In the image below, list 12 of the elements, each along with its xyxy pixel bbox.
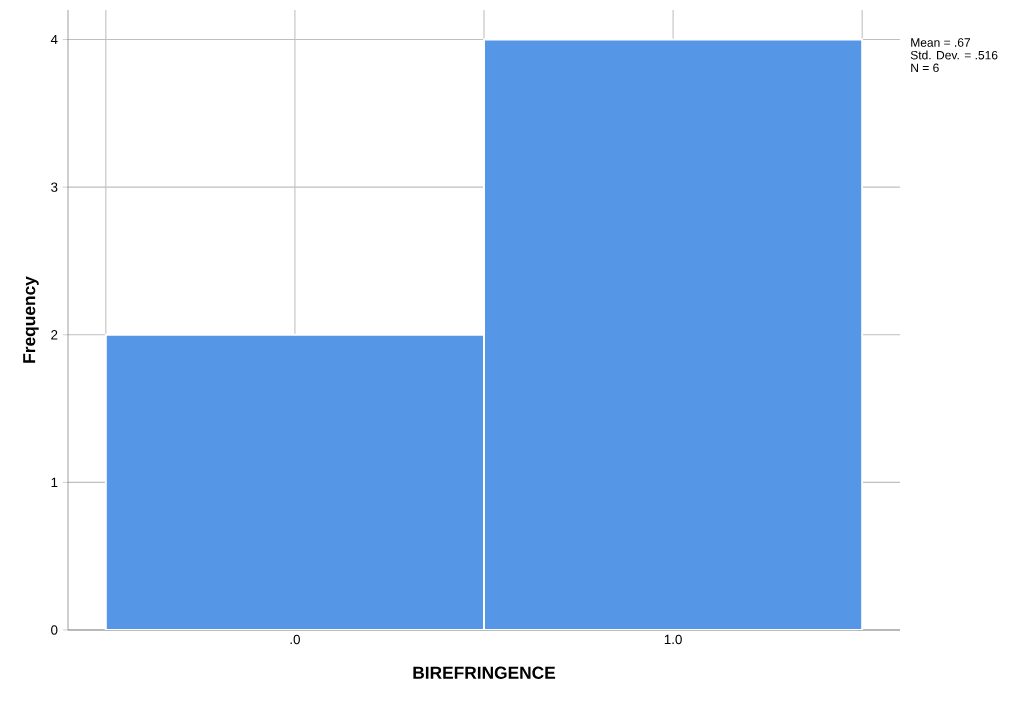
y-tick-label: 4 — [50, 34, 58, 45]
y-tick-label: 1 — [51, 477, 58, 487]
text: Mean = .67 — [911, 38, 971, 47]
y-tick-label: 3 — [51, 182, 58, 192]
x-tick-label: 1.0 — [664, 634, 682, 645]
y-axis-title: Frequency — [23, 276, 39, 363]
text: N = 6 — [911, 63, 939, 73]
text: Std. Dev. = .516 — [910, 50, 998, 60]
y-tick-label: 0 — [51, 625, 58, 635]
x-tick-label: .0 — [290, 634, 300, 645]
y-tick-label: 2 — [51, 330, 58, 340]
x-axis-title: BIREFRINGENCE — [413, 666, 556, 679]
